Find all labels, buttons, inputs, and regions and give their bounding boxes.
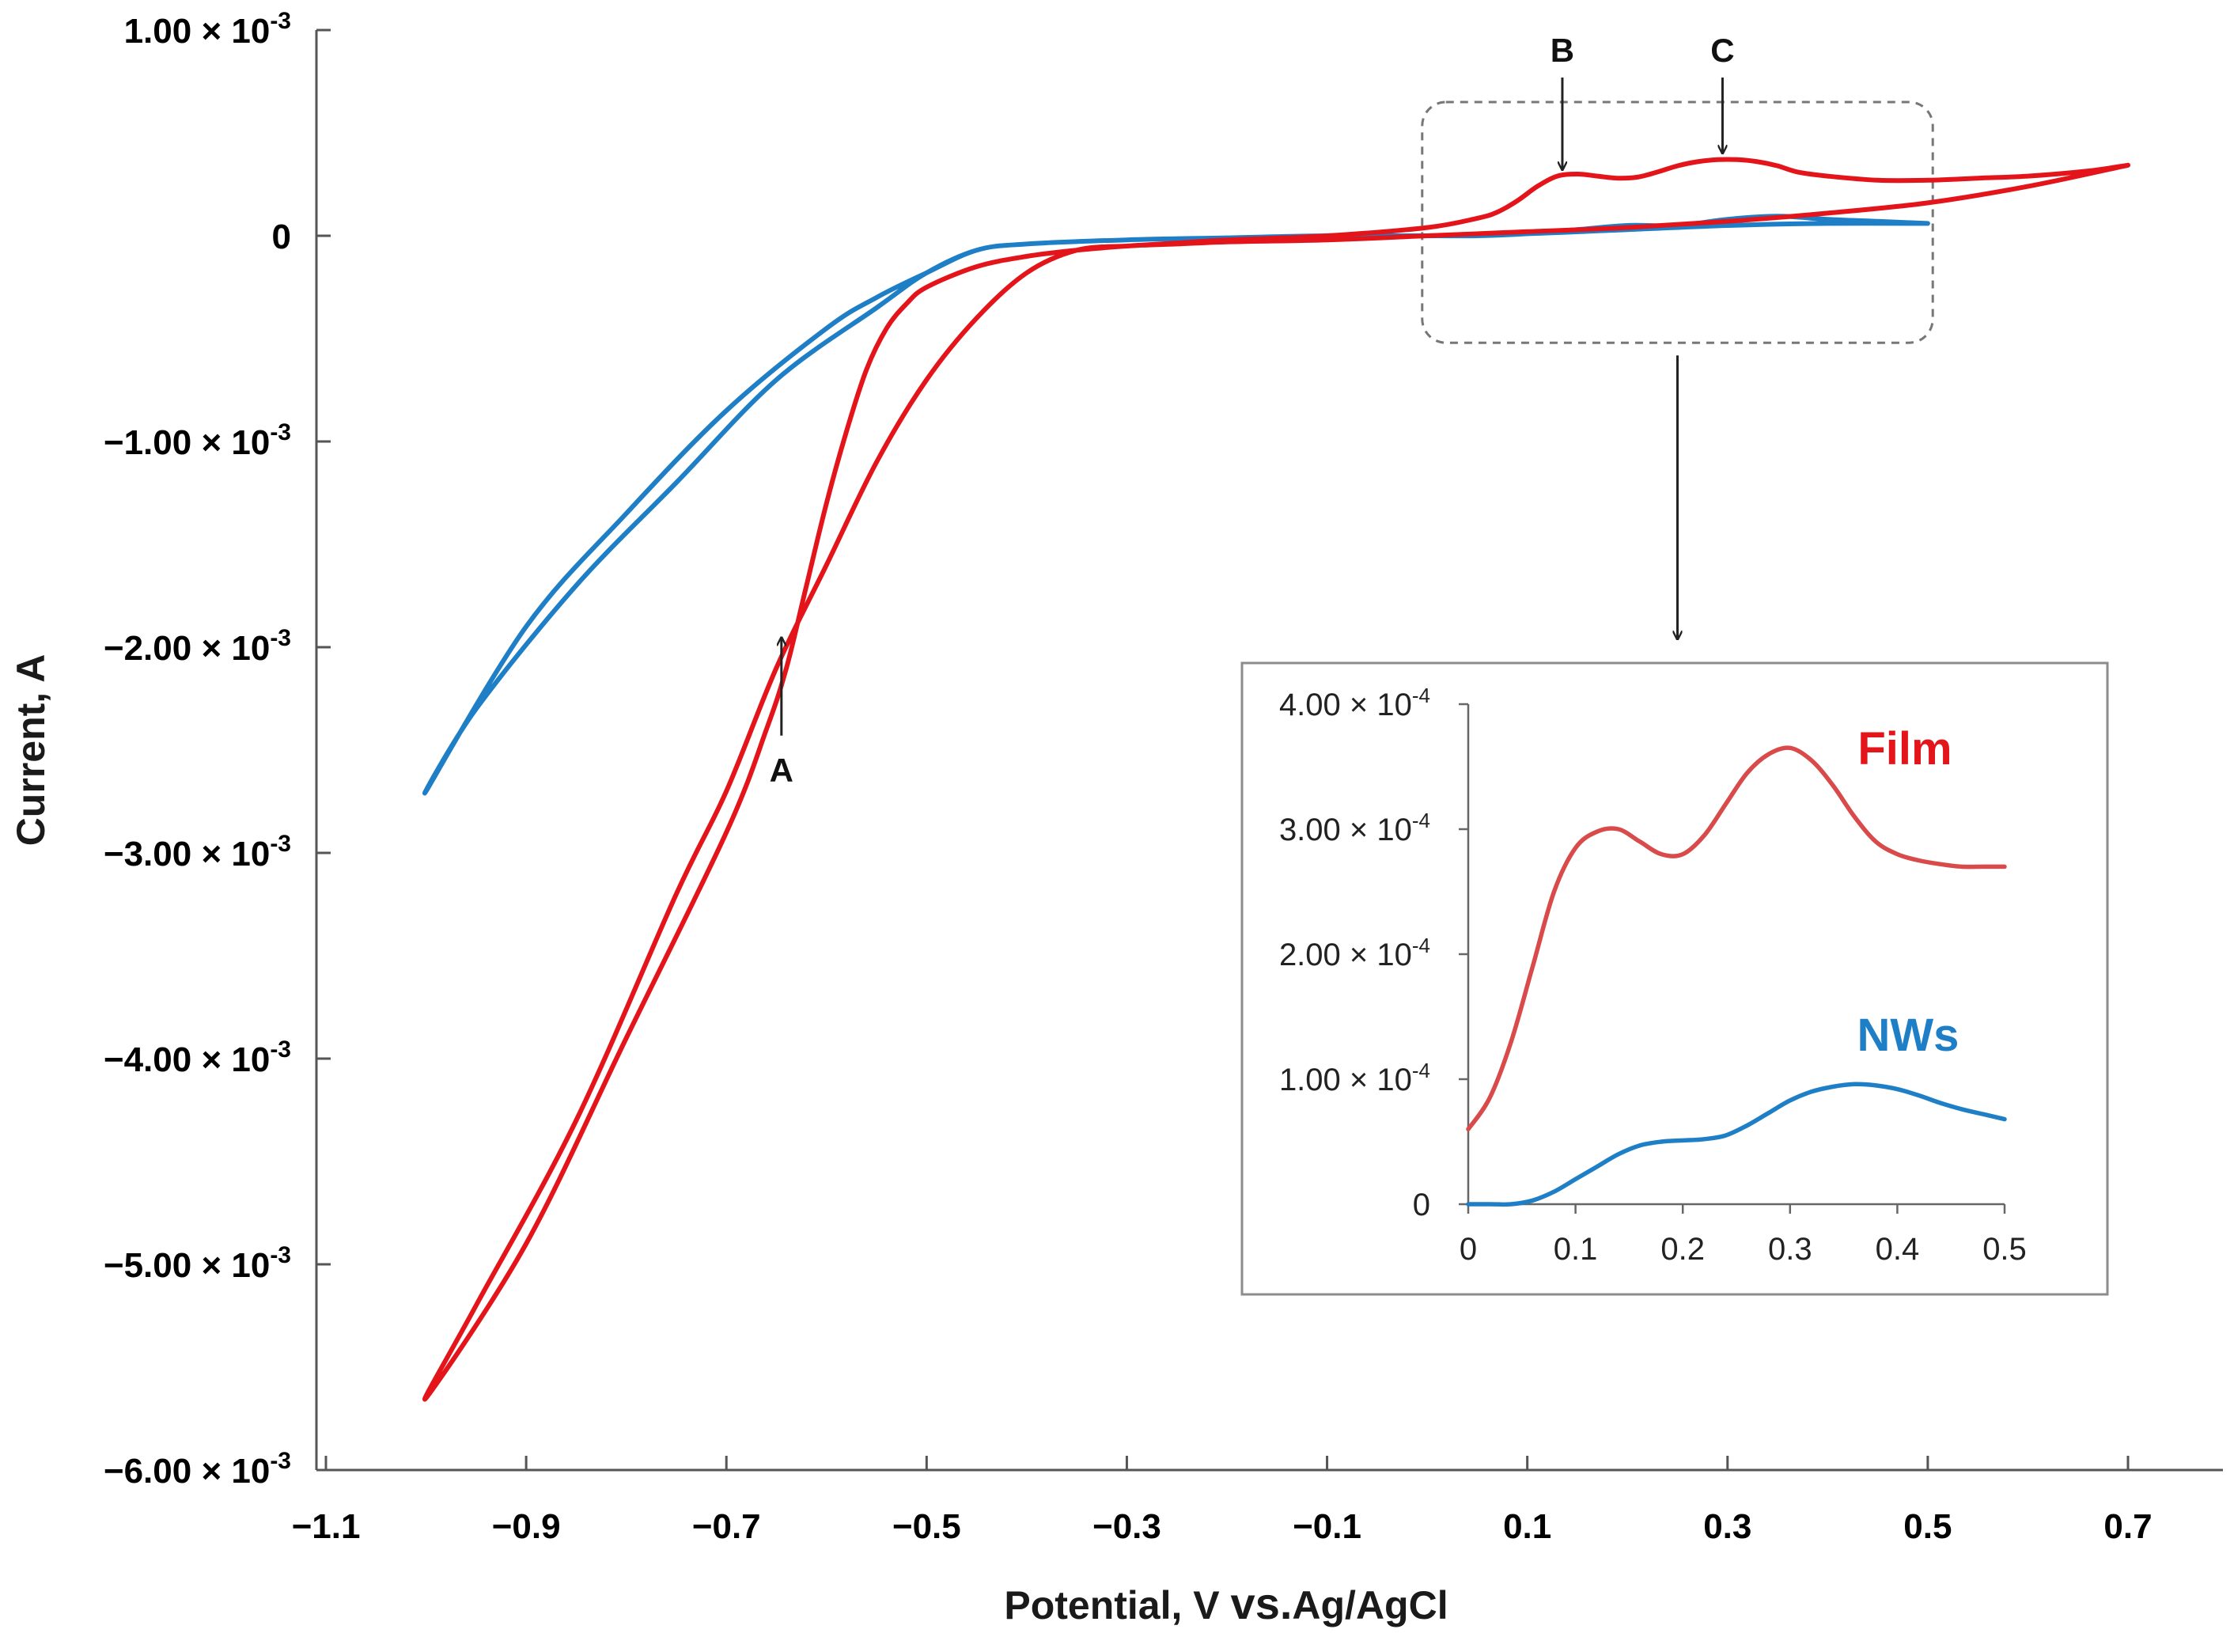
annotation-c-label: C — [1710, 32, 1734, 69]
annotations: A B C — [770, 32, 1735, 789]
x-tick-label: 0.3 — [1703, 1507, 1751, 1546]
x-tick-label: −0.9 — [492, 1507, 561, 1546]
x-tick-label: −0.7 — [692, 1507, 761, 1546]
x-axis-title: Potential, V vs.Ag/AgCl — [1004, 1578, 1448, 1628]
y-tick-label: −2.00 × 10-3 — [104, 625, 291, 668]
x-tick-label: 0.5 — [1903, 1507, 1952, 1546]
inset-series-nws-line — [1466, 1082, 2007, 1207]
y-tick-label: −3.00 × 10-3 — [104, 831, 291, 873]
y-tick-label: −5.00 × 10-3 — [104, 1242, 291, 1285]
series-film-line — [422, 157, 2130, 1402]
y-tick-label: 1.00 × 10-3 — [124, 8, 291, 51]
main-axes — [315, 30, 2223, 1472]
inset-y-tick-label: 3.00 × 10-4 — [1279, 809, 1430, 847]
inset-x-tick-label: 0.3 — [1768, 1232, 1812, 1267]
inset-y-tick-label: 2.00 × 10-4 — [1279, 934, 1430, 972]
x-tick-label: −0.3 — [1092, 1507, 1161, 1546]
inset-y-tick-label: 4.00 × 10-4 — [1279, 684, 1430, 722]
legend-nws: NWs — [1857, 1010, 1959, 1061]
y-ticks: 1.00 × 10-3 0 −1.00 × 10-3 −2.00 × 10-3 −3.0… — [104, 8, 331, 1491]
y-tick-label: −4.00 × 10-3 — [104, 1036, 291, 1079]
inset-x-tick-label: 0.2 — [1660, 1232, 1705, 1267]
x-tick-label: −1.1 — [292, 1507, 361, 1546]
zoom-box — [1421, 100, 1934, 344]
x-tick-label: 0.1 — [1503, 1507, 1551, 1546]
inset-frame — [1240, 661, 2109, 1296]
x-axis-title-part1: Potential, V — [1004, 1583, 1230, 1627]
x-tick-label: −0.1 — [1293, 1507, 1361, 1546]
y-tick-label: −6.00 × 10-3 — [104, 1448, 291, 1491]
inset-series-film-line — [1466, 745, 2007, 1131]
legend-film: Film — [1857, 723, 1952, 775]
y-axis-title: Current, A — [9, 654, 53, 847]
inset-x-tick-label: 0.1 — [1554, 1232, 1598, 1267]
inset-axes: 0 1.00 × 10-4 2.00 × 10-4 3.00 × 10-4 4.00 ×… — [1279, 684, 2027, 1267]
inset-y-tick-label: 1.00 × 10-4 — [1279, 1059, 1430, 1097]
x-tick-label: 0.7 — [2103, 1507, 2152, 1546]
inset-series — [1466, 745, 2007, 1207]
inset-chart: 0 1.00 × 10-4 2.00 × 10-4 3.00 × 10-4 4.00 ×… — [1240, 661, 2109, 1296]
main-series — [422, 157, 2130, 1402]
annotation-a-label: A — [770, 752, 793, 789]
inset-x-tick-label: 0 — [1460, 1232, 1477, 1267]
x-tick-label: −0.5 — [892, 1507, 961, 1546]
inset-x-tick-label: 0.4 — [1876, 1232, 1920, 1267]
x-axis-title-part2: vs. — [1231, 1578, 1293, 1628]
inset-y-tick-label: 0 — [1413, 1188, 1430, 1222]
annotation-b-label: B — [1551, 32, 1574, 69]
inset-x-tick-label: 0.5 — [1982, 1232, 2027, 1267]
zoom-region — [1421, 100, 1934, 639]
y-tick-label: 0 — [272, 218, 291, 256]
x-ticks: −1.1 −0.9 −0.7 −0.5 −0.3 −0.1 0.1 0.3 0.5 0.7 — [292, 1456, 2153, 1546]
x-axis-title-part3: Ag/AgCl — [1292, 1583, 1448, 1627]
y-tick-label: −1.00 × 10-3 — [104, 419, 291, 462]
